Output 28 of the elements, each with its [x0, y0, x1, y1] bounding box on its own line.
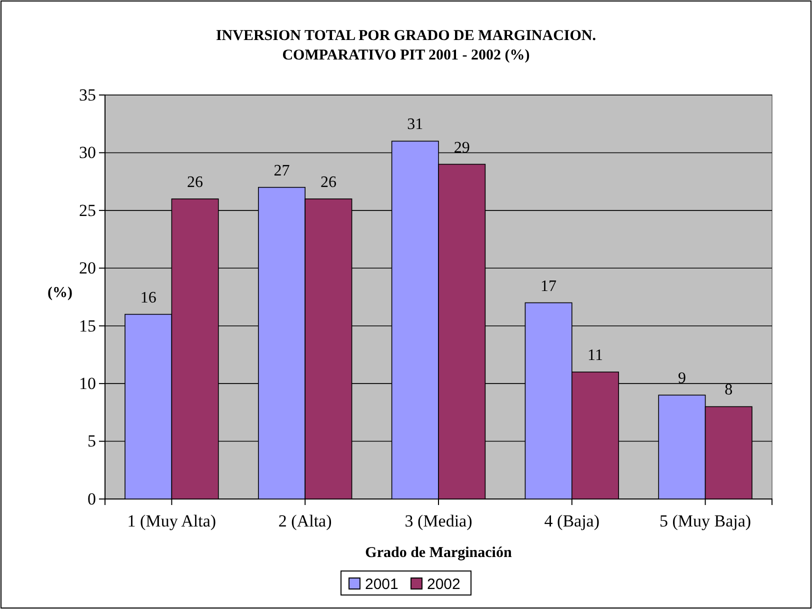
y-tick-label: 10: [79, 374, 96, 394]
data-label: 17: [540, 278, 557, 295]
data-label: 8: [724, 382, 733, 399]
chart-title: INVERSION TOTAL POR GRADO DE MARGINACION. COMPARATIVO PIT 2001 - 2002 (%): [216, 28, 596, 64]
y-tick-label: 20: [79, 258, 96, 278]
data-label: 29: [454, 139, 470, 156]
y-tick-label: 0: [88, 489, 96, 508]
y-tick-label: 15: [79, 316, 96, 336]
data-label: 16: [140, 289, 156, 306]
data-label: 26: [187, 174, 204, 191]
x-tick-label: 2 (Alta): [278, 512, 332, 531]
y-axis-title: (%): [48, 285, 72, 301]
data-label: 27: [274, 162, 290, 180]
y-tick-label: 30: [79, 143, 96, 162]
x-tick-label: 3 (Media): [404, 512, 472, 531]
x-axis-title: Grado de Marginación: [365, 545, 512, 561]
y-tick-label: 35: [79, 85, 96, 104]
x-tick-label: 4 (Baja): [544, 512, 600, 531]
legend-label: 2001: [365, 576, 398, 593]
data-label: 9: [678, 370, 686, 388]
data-label: 11: [588, 347, 603, 364]
x-tick-label: 5 (Muy Baja): [660, 512, 752, 531]
data-label: 31: [407, 116, 424, 134]
y-tick-label: 5: [88, 432, 96, 451]
y-tick-label: 25: [79, 200, 96, 220]
data-label: 26: [320, 174, 336, 191]
legend-label: 2002: [427, 576, 460, 593]
x-tick-label: 1 (Muy Alta): [127, 512, 216, 531]
